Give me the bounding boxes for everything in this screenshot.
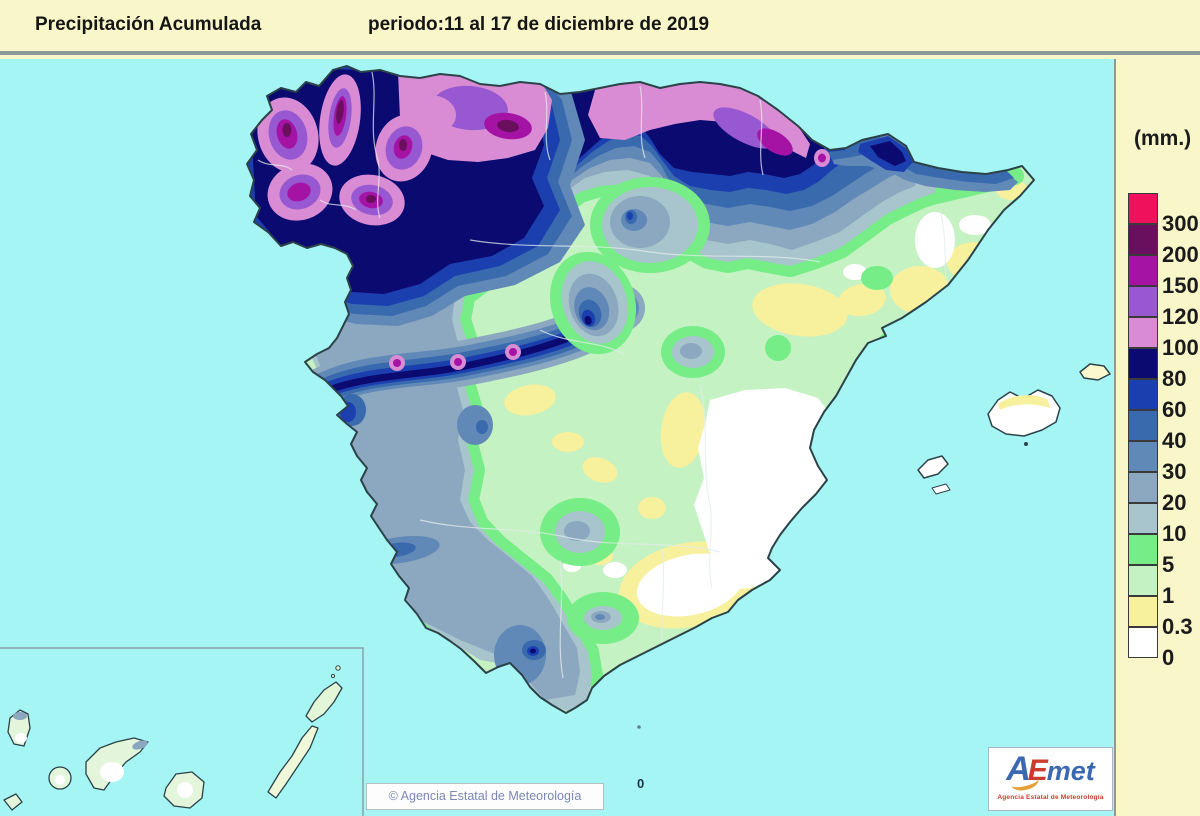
aemet-logo-met: met [1046, 756, 1095, 786]
legend-label: 300 [1162, 211, 1199, 236]
legend-swatch [1128, 441, 1158, 472]
legend-swatch [1128, 224, 1158, 255]
legend-swatch [1128, 193, 1158, 224]
page-title: Precipitación Acumulada [35, 14, 262, 35]
map-canvas: 0 [0, 59, 1116, 816]
legend-label: 10 [1162, 521, 1187, 546]
legend-label: 5 [1162, 552, 1175, 577]
legend-label: 0 [1162, 645, 1175, 670]
legend-swatch [1128, 255, 1158, 286]
aemet-logo-e: E [1027, 754, 1048, 787]
legend-swatch [1128, 472, 1158, 503]
canary-inset [0, 647, 364, 816]
legend-label: 20 [1162, 490, 1187, 515]
aemet-logo-subtitle: Agencia Estatal de Meteorología [997, 794, 1104, 801]
legend-unit-label: (mm.) [1134, 127, 1192, 150]
legend-swatch [1128, 379, 1158, 410]
legend-label: 30 [1162, 459, 1187, 484]
legend-label: 80 [1162, 366, 1187, 391]
legend-label: 40 [1162, 428, 1187, 453]
legend-swatch [1128, 317, 1158, 348]
balearic-islands [917, 363, 1111, 495]
legend-label: 100 [1162, 335, 1199, 360]
legend-swatch [1128, 596, 1158, 627]
zero-annotation: 0 [637, 776, 644, 791]
period-label: periodo:11 al 17 de diciembre de 2019 [368, 14, 710, 35]
legend-label: 0.3 [1162, 614, 1193, 639]
spain-precipitation-map: 0 [0, 59, 1114, 816]
legend-swatch [1128, 627, 1158, 658]
attribution-box: © Agencia Estatal de Meteorología [366, 783, 604, 810]
legend-swatch [1128, 503, 1158, 534]
legend-label: 150 [1162, 273, 1199, 298]
legend-swatch [1128, 565, 1158, 596]
aemet-logo: AEmet Agencia Estatal de Meteorología [988, 747, 1113, 811]
legend-swatch [1128, 286, 1158, 317]
legend-swatch [1128, 410, 1158, 441]
legend-label: 1 [1162, 583, 1175, 608]
alboran-island-dot [637, 725, 641, 729]
legend-swatch [1128, 534, 1158, 565]
attribution-text: © Agencia Estatal de Meteorología [388, 789, 582, 803]
spain-coastline [246, 65, 1035, 714]
aemet-logo-a: A [1006, 750, 1031, 788]
legend-label: 200 [1162, 242, 1199, 267]
title-bar: Precipitación Acumulada periodo:11 al 17… [0, 0, 1200, 55]
legend-swatch [1128, 348, 1158, 379]
legend-label: 60 [1162, 397, 1187, 422]
legend-label: 120 [1162, 304, 1199, 329]
